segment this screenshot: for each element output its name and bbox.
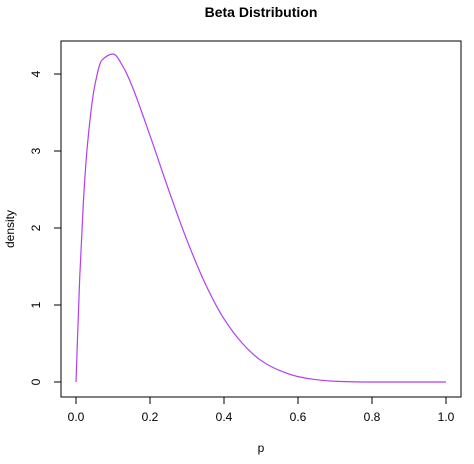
y-axis-label: density xyxy=(3,210,17,248)
y-tick-label: 0 xyxy=(29,378,43,385)
x-tick-label: 0.6 xyxy=(290,410,307,424)
x-tick-label: 1.0 xyxy=(438,410,455,424)
density-curve xyxy=(75,53,446,383)
y-axis: 0 1 2 3 4 xyxy=(29,70,62,385)
chart-title: Beta Distribution xyxy=(205,4,318,20)
x-axis-label: p xyxy=(258,441,265,455)
y-tick-label: 2 xyxy=(29,224,43,231)
x-tick-label: 0.4 xyxy=(216,410,233,424)
x-axis: 0.0 0.2 0.4 0.6 0.8 1.0 xyxy=(68,396,455,424)
x-tick-label: 0.0 xyxy=(68,410,85,424)
plot-frame xyxy=(60,40,462,398)
x-tick-label: 0.8 xyxy=(364,410,381,424)
y-tick-label: 3 xyxy=(29,147,43,154)
y-tick-label: 1 xyxy=(29,301,43,308)
y-tick-label: 4 xyxy=(29,70,43,77)
x-tick-label: 0.2 xyxy=(142,410,159,424)
